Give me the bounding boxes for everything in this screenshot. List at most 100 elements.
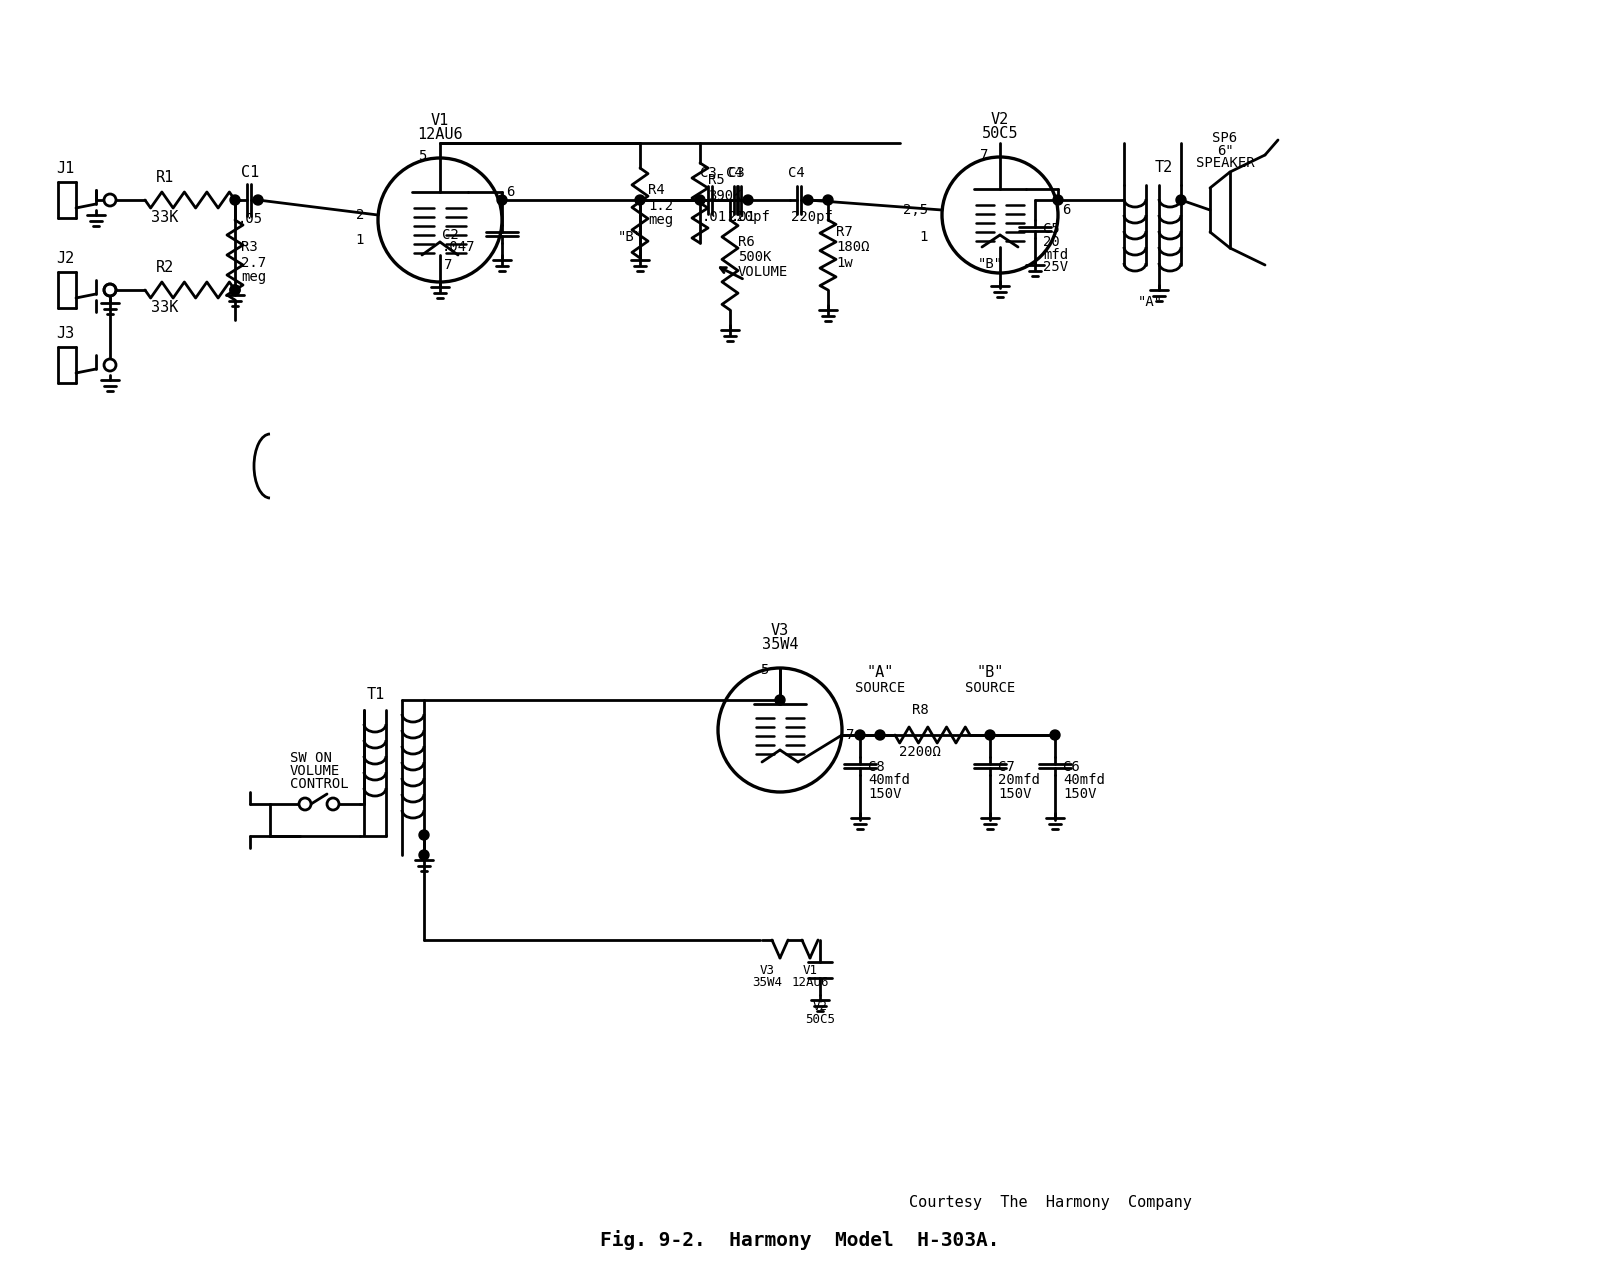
Circle shape <box>104 359 115 370</box>
Text: 1: 1 <box>355 233 365 247</box>
Text: 1w: 1w <box>835 256 853 270</box>
Text: 2,5: 2,5 <box>902 203 928 217</box>
Circle shape <box>635 195 645 204</box>
Circle shape <box>742 195 754 204</box>
Circle shape <box>803 195 813 204</box>
Circle shape <box>104 194 115 206</box>
Text: "A": "A" <box>1138 294 1163 309</box>
Text: C4: C4 <box>787 166 805 180</box>
Circle shape <box>299 799 310 810</box>
Text: 35W4: 35W4 <box>752 976 782 989</box>
Text: 12AU6: 12AU6 <box>418 127 462 141</box>
Text: C6: C6 <box>1062 760 1080 774</box>
Circle shape <box>230 285 240 294</box>
Circle shape <box>822 195 834 204</box>
Text: 7: 7 <box>846 728 854 742</box>
Text: 20: 20 <box>1043 235 1059 249</box>
Circle shape <box>774 694 786 705</box>
Text: .01: .01 <box>702 210 726 224</box>
Text: SW ON: SW ON <box>290 751 331 765</box>
Text: SPEAKER: SPEAKER <box>1195 156 1254 170</box>
Circle shape <box>1053 195 1062 204</box>
Circle shape <box>875 730 885 739</box>
Text: 6: 6 <box>1062 203 1070 217</box>
Text: 2: 2 <box>355 208 365 222</box>
Text: 5: 5 <box>760 664 768 676</box>
Text: 6: 6 <box>506 185 514 199</box>
Text: 7: 7 <box>445 258 453 273</box>
Text: C1: C1 <box>242 165 259 180</box>
Circle shape <box>104 284 115 296</box>
Text: 500K: 500K <box>738 249 771 264</box>
Text: 40mfd: 40mfd <box>867 773 910 787</box>
Circle shape <box>230 195 240 204</box>
Text: 35W4: 35W4 <box>762 637 798 652</box>
Text: R2: R2 <box>155 260 174 275</box>
Text: C4: C4 <box>726 166 742 180</box>
Text: 33K: 33K <box>152 210 179 225</box>
Text: V1: V1 <box>803 964 818 977</box>
Text: "B": "B" <box>978 257 1003 271</box>
Text: C7: C7 <box>998 760 1014 774</box>
Circle shape <box>419 850 429 860</box>
Text: "B": "B" <box>618 230 643 244</box>
Circle shape <box>1050 730 1059 739</box>
Text: R1: R1 <box>155 170 174 185</box>
Text: 40mfd: 40mfd <box>1062 773 1106 787</box>
Text: C3: C3 <box>701 166 717 180</box>
Text: meg: meg <box>648 213 674 228</box>
Circle shape <box>419 829 429 840</box>
Circle shape <box>1176 195 1186 204</box>
Text: V1: V1 <box>430 113 450 129</box>
Text: R3: R3 <box>242 240 258 255</box>
Text: R8: R8 <box>912 703 928 718</box>
Text: .01: .01 <box>731 210 757 224</box>
Circle shape <box>253 195 262 204</box>
Circle shape <box>854 730 866 739</box>
Text: V2: V2 <box>990 112 1010 127</box>
Text: C2: C2 <box>442 228 459 242</box>
Text: mfd: mfd <box>1043 248 1069 262</box>
Text: R4: R4 <box>648 183 664 197</box>
Text: C8: C8 <box>867 760 885 774</box>
Text: VOLUME: VOLUME <box>738 265 789 279</box>
Text: 150V: 150V <box>998 787 1032 801</box>
Text: SOURCE: SOURCE <box>854 682 906 694</box>
Text: 33K: 33K <box>152 300 179 315</box>
Circle shape <box>326 799 339 810</box>
Circle shape <box>104 284 115 296</box>
Text: R7: R7 <box>835 225 853 239</box>
Text: C3: C3 <box>728 166 744 180</box>
Text: R5: R5 <box>707 174 725 186</box>
Text: SP6: SP6 <box>1213 131 1237 145</box>
Circle shape <box>986 730 995 739</box>
Text: V3: V3 <box>760 964 774 977</box>
Text: 1: 1 <box>920 230 928 244</box>
Text: 50C5: 50C5 <box>805 1013 835 1026</box>
Text: 220pf: 220pf <box>728 210 770 224</box>
Text: 180Ω: 180Ω <box>835 240 869 255</box>
Text: 7: 7 <box>979 148 989 162</box>
Text: 5: 5 <box>418 149 426 163</box>
Text: 150V: 150V <box>867 787 901 801</box>
Text: Fig. 9-2.  Harmony  Model  H-303A.: Fig. 9-2. Harmony Model H-303A. <box>600 1229 1000 1250</box>
Text: .05: .05 <box>238 212 262 226</box>
Text: 1.2: 1.2 <box>648 199 674 213</box>
Text: 20mfd: 20mfd <box>998 773 1040 787</box>
Text: J2: J2 <box>56 251 74 266</box>
Text: 390K: 390K <box>707 189 741 203</box>
Text: 220pf: 220pf <box>790 210 834 224</box>
Text: 50C5: 50C5 <box>982 126 1018 141</box>
Text: V3: V3 <box>771 622 789 638</box>
Text: 2200Ω: 2200Ω <box>899 745 941 759</box>
Text: meg: meg <box>242 270 266 284</box>
Text: 2.7: 2.7 <box>242 256 266 270</box>
Text: T1: T1 <box>366 687 386 702</box>
Circle shape <box>230 285 240 294</box>
Text: V2: V2 <box>813 1001 827 1013</box>
Text: "A": "A" <box>866 665 894 680</box>
Text: .047: .047 <box>442 240 475 255</box>
Text: 25V: 25V <box>1043 260 1069 274</box>
Text: CONTROL: CONTROL <box>290 777 349 791</box>
Text: 150V: 150V <box>1062 787 1096 801</box>
